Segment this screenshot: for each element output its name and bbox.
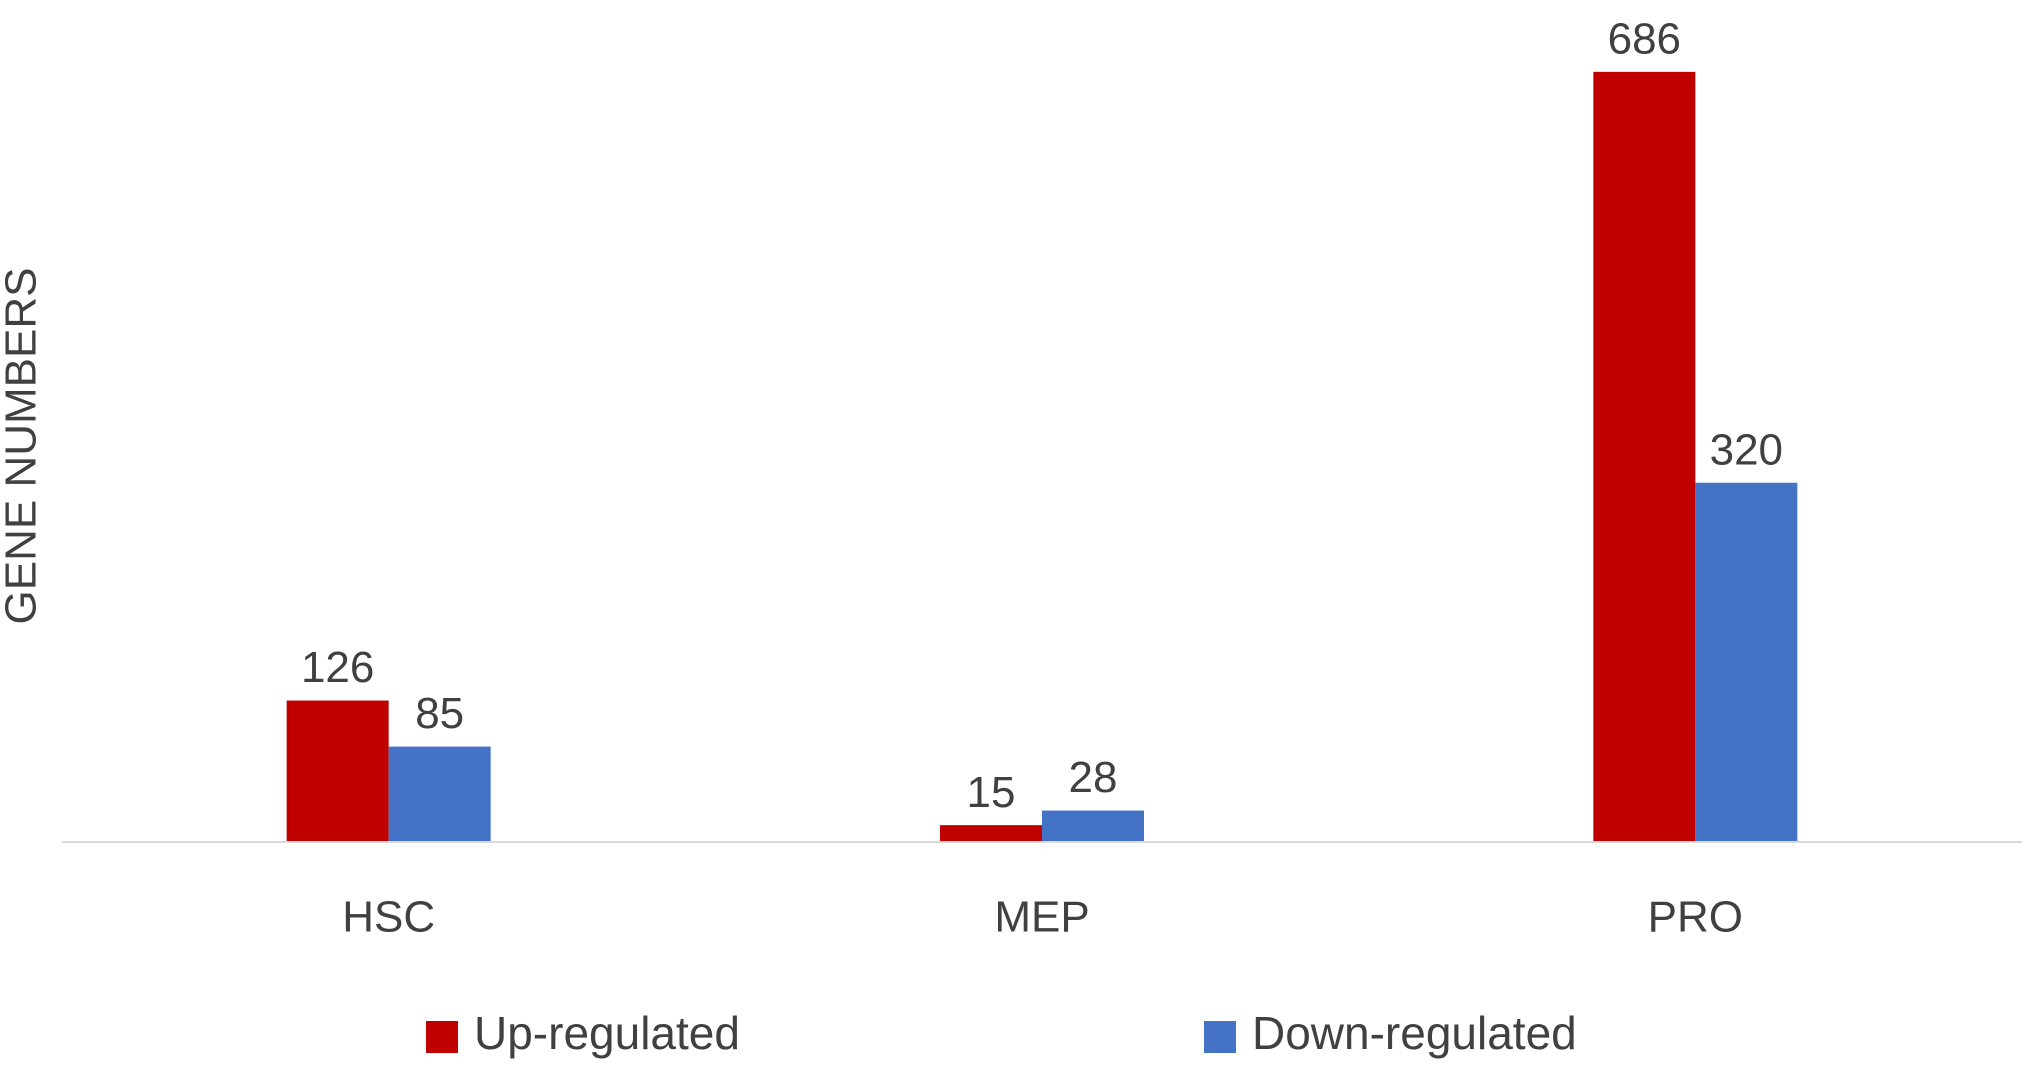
x-tick-label: HSC [342, 893, 435, 942]
x-tick-label: MEP [994, 893, 1089, 942]
value-label: 28 [1069, 753, 1118, 802]
bar [388, 746, 491, 842]
legend-swatch [426, 1021, 458, 1053]
value-label: 320 [1710, 425, 1783, 474]
bar [1042, 810, 1144, 842]
bar [940, 825, 1042, 842]
value-label: 686 [1608, 14, 1681, 63]
bar [1695, 482, 1798, 842]
bar [286, 700, 389, 842]
bar [1593, 71, 1696, 843]
y-axis-label: GENE NUMBERS [0, 268, 46, 625]
value-label: 85 [415, 689, 464, 738]
legend-label: Up-regulated [474, 1007, 740, 1059]
value-label: 126 [301, 643, 374, 692]
legend-label: Down-regulated [1252, 1007, 1577, 1059]
legend-swatch [1204, 1021, 1236, 1053]
x-tick-label: PRO [1648, 893, 1743, 942]
value-label: 15 [967, 768, 1016, 817]
